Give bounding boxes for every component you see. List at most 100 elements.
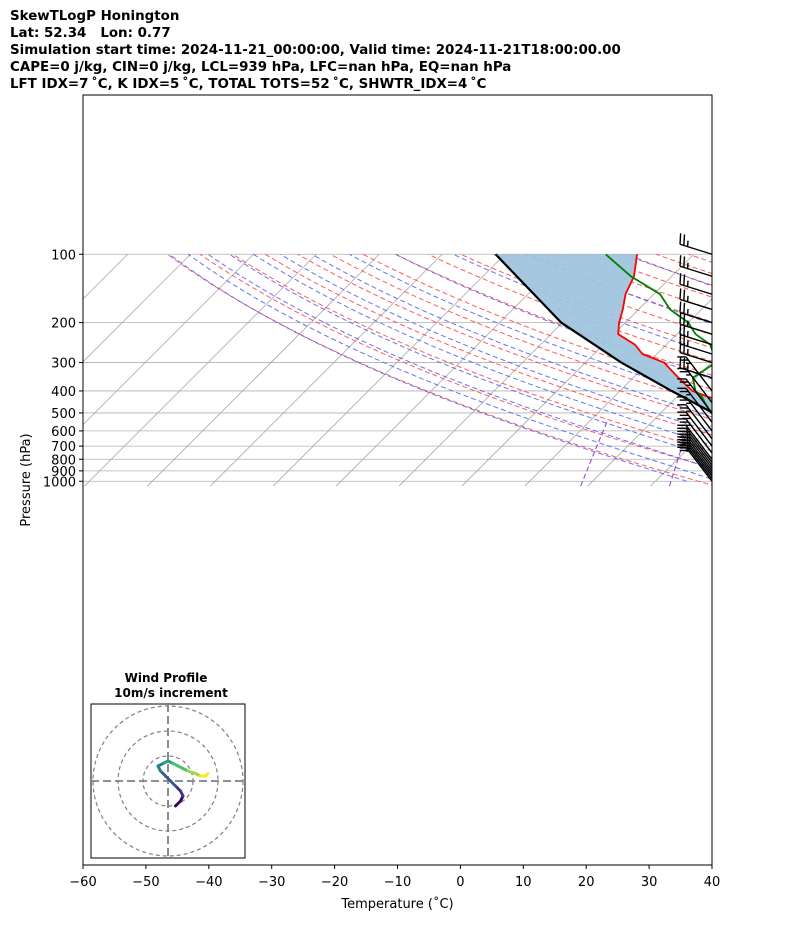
wind-barb	[679, 323, 713, 346]
wind-barb-staff	[679, 298, 713, 311]
wind-barb	[677, 387, 713, 423]
dry-adiabat-line	[232, 253, 712, 452]
simulation-times: Simulation start time: 2024-11-21_00:00:…	[10, 43, 621, 58]
isotherm-line	[83, 253, 128, 300]
wind-barb-staff	[679, 367, 713, 379]
moist-adiabat-line	[229, 253, 712, 459]
wind-barb	[679, 313, 713, 335]
dry-adiabat-line	[754, 254, 794, 486]
y-tick-label: 1000	[43, 475, 76, 490]
wind-barb	[677, 396, 713, 432]
wind-barb-flag	[683, 256, 686, 268]
x-tick-label: −50	[132, 875, 159, 890]
sounding-header: SkewTLogP Honington Lat: 52.34 Lon: 0.77 S…	[10, 8, 621, 93]
wind-barb-flag	[679, 233, 682, 245]
wind-barb-flag	[679, 255, 682, 267]
wind-barb-staff	[679, 265, 713, 277]
wind-barb-flag	[679, 288, 682, 300]
y-tick-label: 600	[51, 425, 76, 440]
wind-barb-staff	[679, 283, 713, 295]
isotherm-line	[210, 253, 443, 487]
wind-barb-flag	[683, 289, 686, 301]
wind-barb-flag	[679, 273, 682, 285]
dry-adiabat-line	[199, 253, 712, 469]
isotherm-line	[335, 253, 569, 487]
wind-barb	[677, 378, 713, 414]
wind-barb	[679, 356, 713, 379]
wind-barb-staff	[679, 243, 713, 255]
dry-adiabat-line	[167, 253, 712, 486]
wind-barb-flag	[683, 234, 686, 246]
wind-barb-staff	[685, 446, 713, 482]
wind-barb-flag	[683, 314, 686, 326]
moist-adiabat-line	[187, 253, 712, 480]
y-tick-label: 300	[51, 357, 76, 372]
wind-barb	[679, 255, 713, 277]
hodograph-area	[91, 704, 245, 858]
y-tick-label: 900	[51, 465, 76, 480]
parcel-line	[494, 253, 712, 414]
wind-barb-flag	[683, 302, 686, 314]
temperature-line	[617, 254, 712, 399]
wind-barb-flag	[683, 274, 686, 286]
y-tick-label: 800	[51, 453, 76, 468]
x-tick-label: 10	[515, 875, 532, 890]
wind-barb-staff	[679, 343, 713, 355]
dry-adiabat-line	[297, 253, 712, 420]
wind-barb-flag	[679, 356, 682, 368]
x-tick-label: −10	[384, 875, 411, 890]
inset-subtitle: 10m/s increment	[114, 686, 228, 700]
y-tick-label: 200	[51, 317, 76, 332]
y-tick-label: 500	[51, 407, 76, 422]
inset-title: Wind Profile	[125, 671, 208, 685]
y-axis-label: Pressure (hPa)	[19, 433, 34, 526]
isotherm-line	[776, 254, 794, 486]
wind-barb	[677, 404, 713, 440]
dry-adiabat-line	[265, 253, 712, 436]
wind-barb-staff	[679, 323, 713, 335]
wind-barb	[679, 233, 713, 255]
wind-barb	[679, 301, 713, 324]
x-tick-label: 30	[641, 875, 658, 890]
x-tick-label: −30	[258, 875, 285, 890]
stability-parameters: CAPE=0 j/kg, CIN=0 j/kg, LCL=939 hPa, LF…	[10, 60, 512, 75]
wind-barb	[679, 288, 713, 311]
x-tick-label: −20	[321, 875, 348, 890]
y-tick-label: 100	[51, 248, 76, 263]
dry-adiabat-line	[787, 254, 794, 486]
wind-barb-staff	[679, 351, 713, 364]
wind-barb	[677, 411, 713, 447]
wind-barb-staff	[679, 311, 713, 324]
x-axis-label: Temperature (˚C)	[340, 896, 453, 912]
dry-adiabat-line	[721, 254, 794, 486]
isotherm-line	[714, 254, 794, 486]
station-title: SkewTLogP Honington	[10, 9, 180, 24]
y-tick-label: 700	[51, 440, 76, 455]
moist-adiabat-line	[169, 253, 688, 482]
dry-adiabat-line	[656, 253, 712, 275]
wind-barb-flag	[683, 357, 686, 370]
stability-indices: LFT IDX=7 ˚C, K IDX=5 ˚C, TOTAL TOTS=52 …	[10, 77, 487, 92]
isotherm-line	[147, 253, 380, 487]
moist-adiabat-line	[311, 253, 712, 418]
station-location: Lat: 52.34 Lon: 0.77	[10, 26, 171, 41]
isotherm-line	[83, 253, 191, 363]
x-tick-label: 20	[578, 875, 595, 890]
wind-barb-flag	[679, 323, 682, 335]
wind-barb-flag	[679, 313, 682, 325]
x-tick-label: 0	[456, 875, 464, 890]
moist-adiabat-line	[756, 254, 794, 481]
x-tick-label: 40	[704, 875, 721, 890]
hodograph-segment	[204, 772, 210, 778]
wind-barb-staff	[679, 333, 713, 346]
wind-barb	[679, 273, 713, 295]
parcel-shaded-area	[495, 254, 712, 413]
isotherm-line	[84, 253, 317, 487]
mixing-ratio-line	[580, 422, 608, 487]
wind-barb-flag	[679, 301, 682, 313]
x-tick-label: −60	[69, 875, 96, 890]
wind-barb	[677, 418, 713, 454]
isotherm-line	[83, 253, 254, 426]
y-tick-label: 400	[51, 385, 76, 400]
